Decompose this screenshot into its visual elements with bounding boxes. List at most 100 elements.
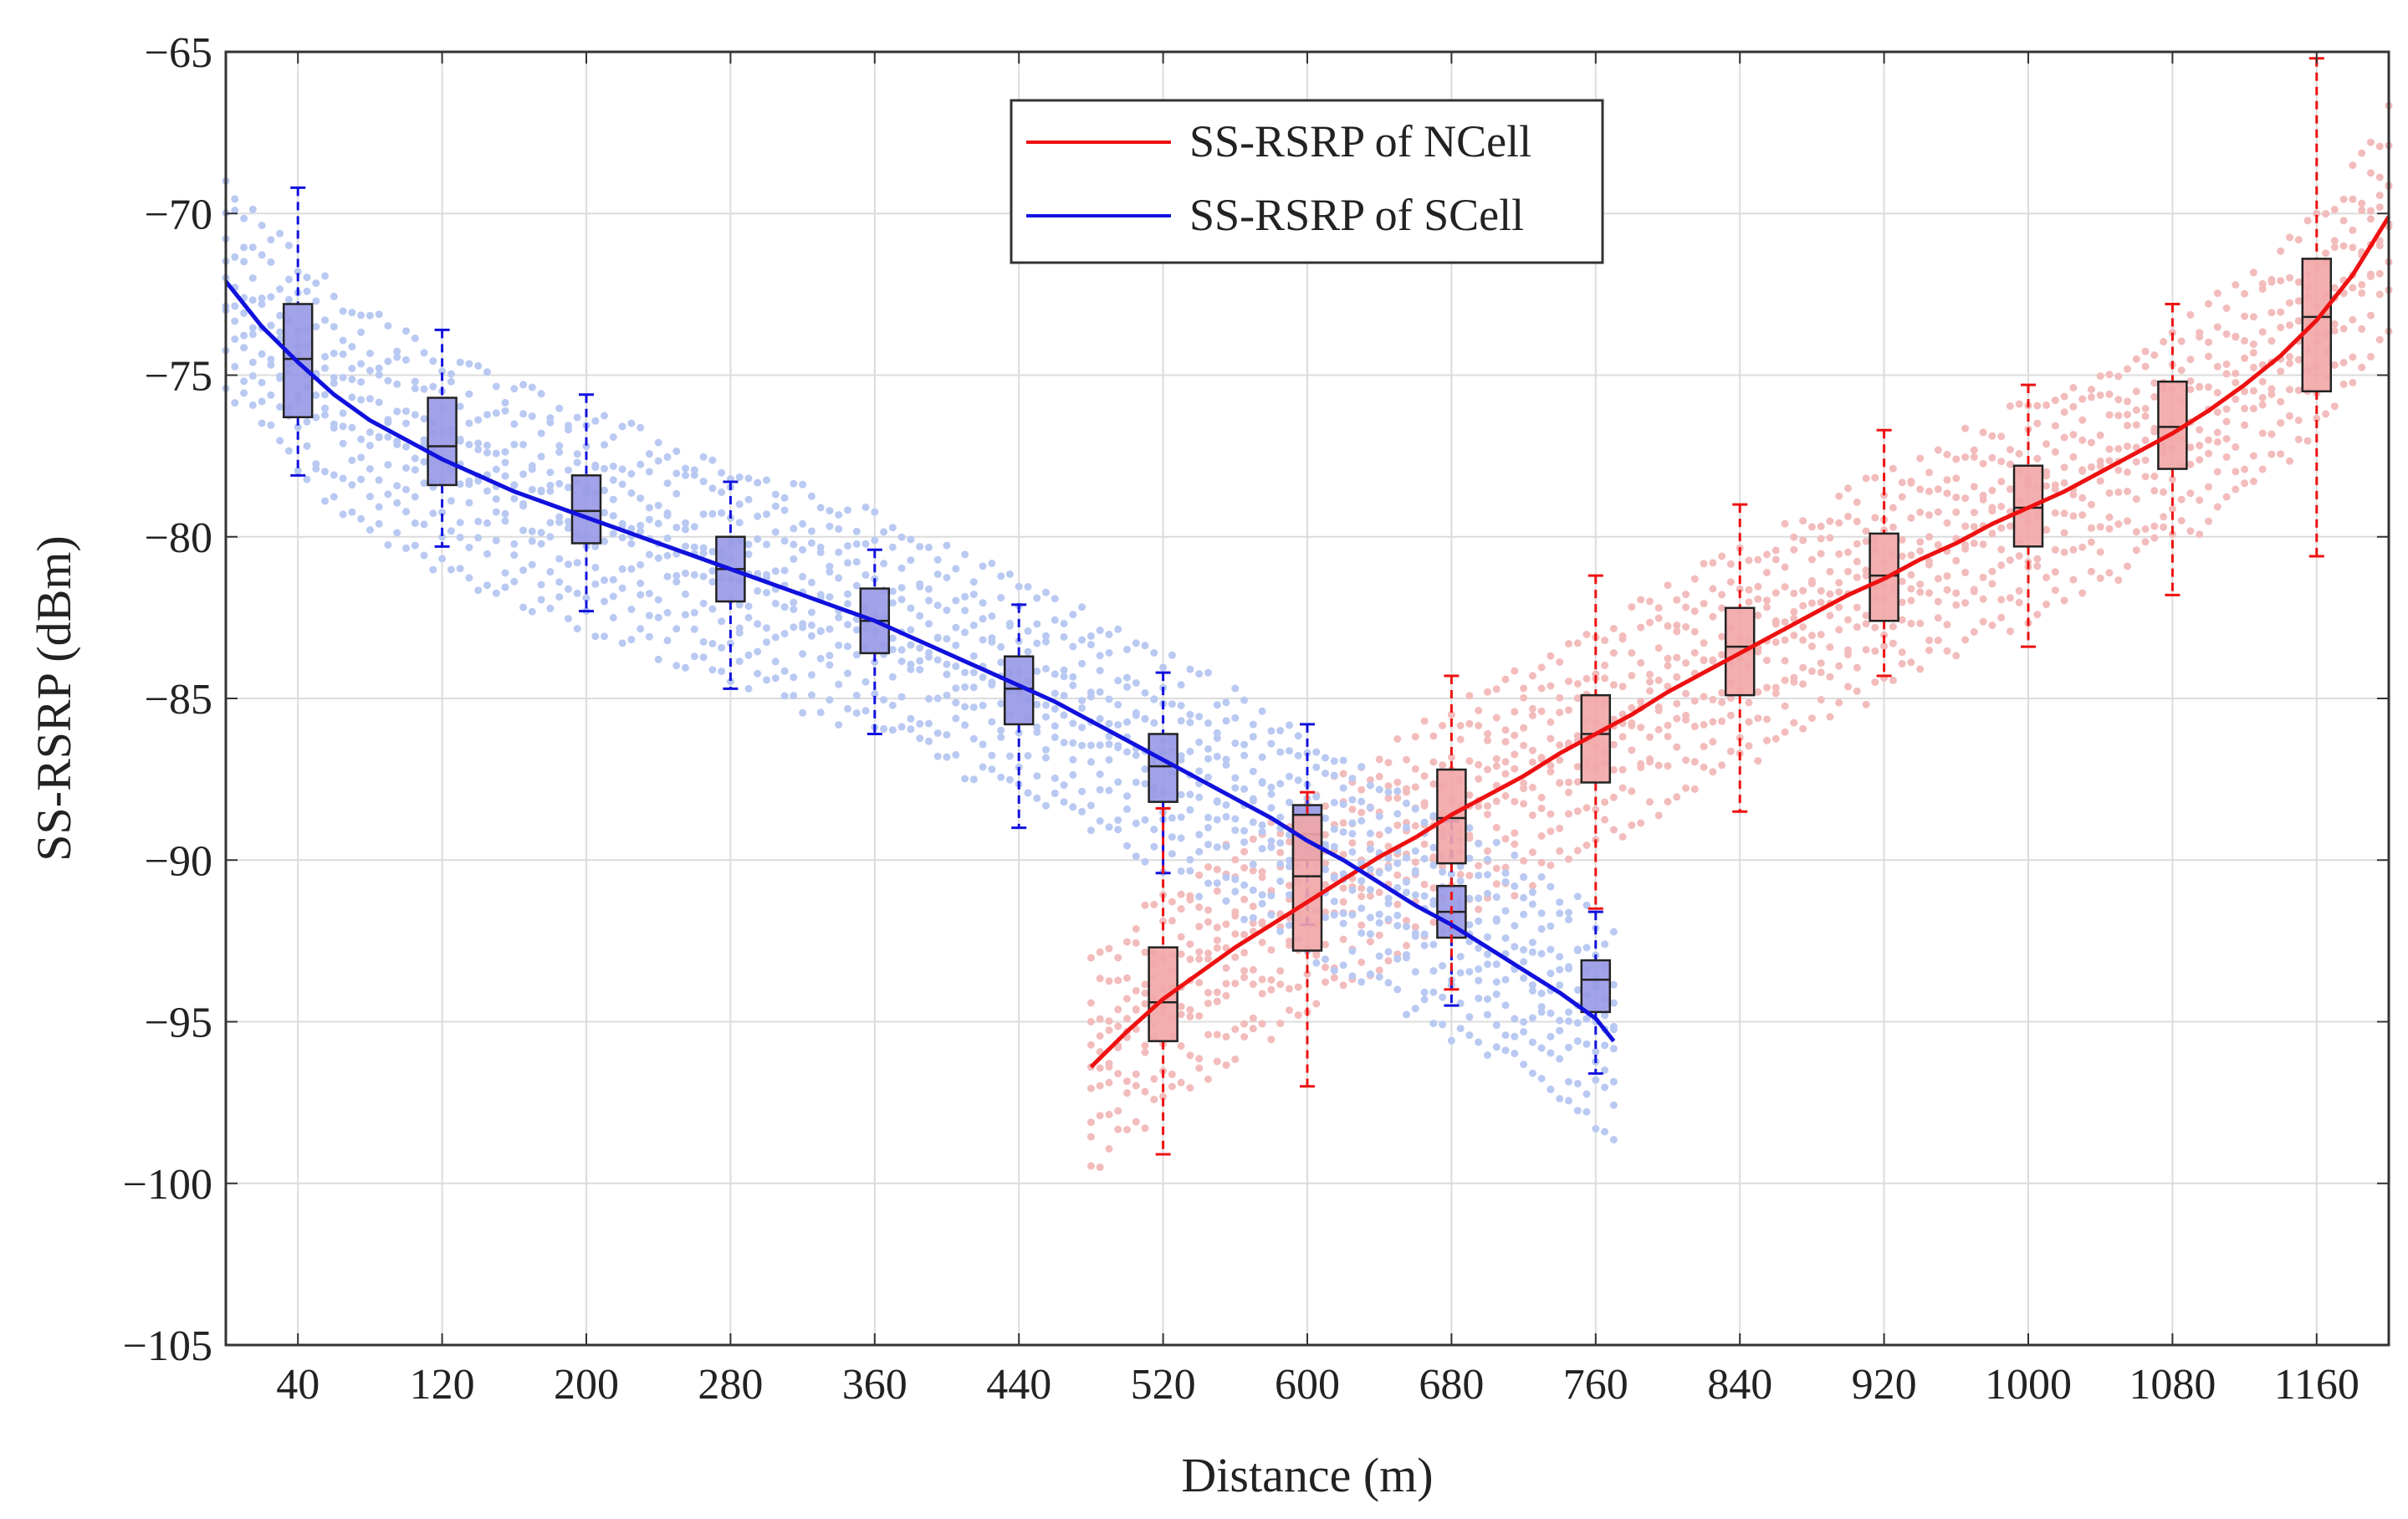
scatter-point	[1988, 580, 1996, 588]
scatter-point	[1330, 799, 1338, 806]
scatter-point	[1556, 1016, 1564, 1025]
scatter-point	[627, 636, 636, 644]
y-tick-label: −65	[145, 29, 212, 77]
scatter-point	[1276, 839, 1285, 847]
scatter-point	[2060, 433, 2068, 442]
scatter-point	[763, 570, 770, 579]
scatter-point	[1411, 783, 1419, 791]
scatter-point	[1393, 871, 1402, 879]
scatter-point	[672, 625, 681, 633]
scatter-point	[1222, 873, 1230, 882]
scatter-point	[1556, 824, 1564, 832]
scatter-point	[258, 419, 266, 427]
scatter-point	[645, 590, 653, 598]
scatter-point	[1484, 871, 1491, 879]
scatter-point	[1970, 523, 1978, 531]
scatter-point	[861, 678, 870, 686]
scatter-point	[708, 456, 717, 464]
scatter-point	[1997, 524, 2006, 532]
scatter-point	[2006, 594, 2014, 602]
scatter-point	[393, 482, 401, 490]
scatter-point	[961, 606, 969, 615]
scatter-point	[591, 632, 600, 641]
scatter-point	[1330, 757, 1338, 765]
scatter-point	[1807, 642, 1816, 651]
scatter-point	[601, 576, 608, 585]
scatter-point	[1618, 683, 1627, 691]
scatter-point	[1511, 750, 1519, 759]
scatter-point	[1889, 464, 1897, 473]
scatter-point	[943, 731, 951, 739]
scatter-point	[2232, 333, 2240, 341]
scatter-point	[2141, 473, 2150, 481]
scatter-point	[1520, 1028, 1528, 1036]
scatter-point	[1024, 583, 1032, 591]
scatter-point	[375, 310, 383, 319]
scatter-point	[1403, 888, 1410, 897]
scatter-point	[682, 525, 689, 534]
scatter-point	[888, 634, 897, 642]
scatter-point	[2249, 405, 2257, 412]
scatter-point	[528, 465, 536, 473]
scatter-point	[284, 275, 293, 284]
scatter-point	[573, 589, 581, 597]
scatter-point	[1403, 917, 1410, 925]
scatter-point	[1213, 1031, 1221, 1039]
scatter-point	[1745, 556, 1753, 565]
scatter-point	[1970, 483, 1978, 491]
scatter-point	[1520, 910, 1528, 918]
scatter-point	[1195, 1064, 1204, 1072]
scatter-point	[1556, 965, 1564, 974]
scatter-point	[1979, 595, 1987, 603]
scatter-point	[1429, 732, 1438, 740]
scatter-point	[637, 527, 645, 535]
scatter-point	[1817, 534, 1825, 543]
scatter-point	[1439, 1020, 1447, 1029]
scatter-point	[1403, 799, 1410, 807]
x-tick-label: 120	[410, 1361, 475, 1409]
scatter-point	[1177, 813, 1185, 821]
scatter-point	[1357, 785, 1366, 794]
scatter-point	[1105, 719, 1113, 728]
scatter-point	[2069, 384, 2078, 391]
scatter-point	[1123, 841, 1131, 850]
scatter-point	[1186, 1084, 1194, 1092]
scatter-point	[1330, 842, 1338, 851]
scatter-point	[1673, 653, 1681, 662]
scatter-point	[1339, 981, 1347, 990]
scatter-point	[528, 607, 536, 616]
scatter-point	[555, 404, 564, 412]
scatter-point	[2051, 448, 2059, 456]
scatter-point	[2069, 575, 2078, 584]
scatter-point	[1132, 639, 1140, 647]
scatter-point	[1997, 545, 2006, 554]
scatter-point	[1547, 862, 1555, 870]
scatter-point	[429, 382, 437, 391]
scatter-point	[1907, 570, 1915, 579]
scatter-point	[546, 414, 555, 422]
scatter-point	[1231, 953, 1240, 961]
scatter-point	[284, 447, 293, 455]
scatter-point	[708, 567, 717, 575]
scatter-point	[1547, 882, 1555, 891]
scatter-point	[2303, 217, 2312, 225]
scatter-point	[1601, 798, 1609, 806]
scatter-point	[609, 433, 617, 441]
scatter-point	[708, 666, 717, 674]
scatter-point	[2006, 446, 2014, 453]
scatter-point	[1475, 965, 1483, 974]
scatter-point	[1114, 701, 1122, 708]
scatter-point	[402, 442, 410, 451]
scatter-point	[1411, 923, 1419, 931]
scatter-point	[1628, 672, 1636, 680]
scatter-point	[816, 627, 825, 636]
scatter-point	[1934, 508, 1942, 516]
scatter-point	[2241, 289, 2249, 298]
scatter-point	[1222, 1032, 1230, 1041]
scatter-point	[1763, 603, 1771, 611]
scatter-point	[1682, 603, 1690, 611]
scatter-point	[1231, 684, 1240, 693]
scatter-point	[1348, 839, 1357, 847]
scatter-point	[1322, 814, 1329, 822]
scatter-point	[1988, 504, 1996, 512]
